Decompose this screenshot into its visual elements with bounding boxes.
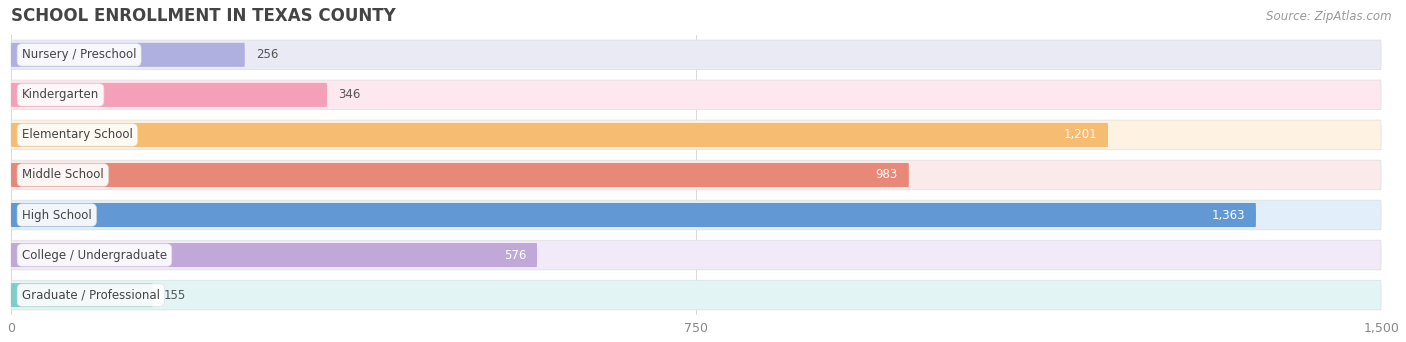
Text: College / Undergraduate: College / Undergraduate xyxy=(22,249,167,262)
Text: High School: High School xyxy=(22,209,91,222)
Text: Nursery / Preschool: Nursery / Preschool xyxy=(22,48,136,61)
FancyBboxPatch shape xyxy=(11,80,1381,110)
FancyBboxPatch shape xyxy=(11,203,1256,227)
Text: 1,201: 1,201 xyxy=(1063,129,1097,142)
FancyBboxPatch shape xyxy=(11,40,1381,70)
Text: Elementary School: Elementary School xyxy=(22,129,132,142)
FancyBboxPatch shape xyxy=(11,240,1381,270)
Text: 983: 983 xyxy=(876,169,898,182)
FancyBboxPatch shape xyxy=(11,123,1108,147)
FancyBboxPatch shape xyxy=(11,43,245,67)
Text: 155: 155 xyxy=(163,289,186,302)
FancyBboxPatch shape xyxy=(11,200,1381,230)
FancyBboxPatch shape xyxy=(11,160,1381,190)
FancyBboxPatch shape xyxy=(11,280,1381,310)
FancyBboxPatch shape xyxy=(11,283,152,307)
FancyBboxPatch shape xyxy=(11,120,1381,150)
Text: 256: 256 xyxy=(256,48,278,61)
Text: Kindergarten: Kindergarten xyxy=(22,88,100,101)
Text: Source: ZipAtlas.com: Source: ZipAtlas.com xyxy=(1267,10,1392,23)
FancyBboxPatch shape xyxy=(11,83,328,107)
Text: 576: 576 xyxy=(503,249,526,262)
Text: Middle School: Middle School xyxy=(22,169,104,182)
FancyBboxPatch shape xyxy=(11,243,537,267)
Text: SCHOOL ENROLLMENT IN TEXAS COUNTY: SCHOOL ENROLLMENT IN TEXAS COUNTY xyxy=(11,7,395,25)
Text: Graduate / Professional: Graduate / Professional xyxy=(22,289,160,302)
Text: 1,363: 1,363 xyxy=(1212,209,1246,222)
Text: 346: 346 xyxy=(337,88,360,101)
FancyBboxPatch shape xyxy=(11,163,908,187)
